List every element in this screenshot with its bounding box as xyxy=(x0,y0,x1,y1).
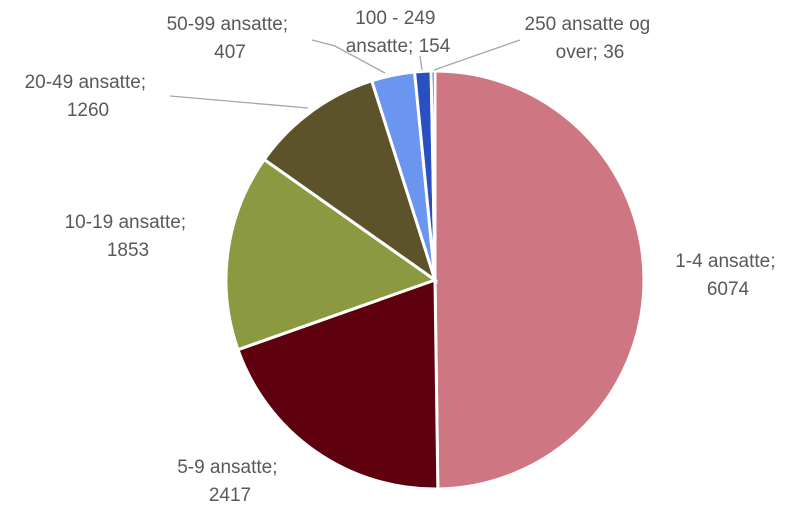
data-label: 100 - 249 ansatte; 154 xyxy=(346,8,451,57)
pie-slice xyxy=(433,69,646,491)
data-label: 20-49 ansatte; 1260 xyxy=(25,72,152,121)
data-label: 5-9 ansatte; 2417 xyxy=(177,457,283,506)
leader-line xyxy=(433,39,521,71)
leader-line xyxy=(311,39,386,74)
pie-slice xyxy=(262,78,438,284)
pie-slice xyxy=(224,157,439,352)
leader-line xyxy=(169,95,309,109)
data-label: 10-19 ansatte; 1853 xyxy=(65,212,192,261)
data-label: 1-4 ansatte; 6074 xyxy=(675,251,781,300)
pie-slice xyxy=(429,69,437,281)
data-label: 250 ansatte og over; 36 xyxy=(525,14,656,63)
data-label: 50-99 ansatte; 407 xyxy=(167,14,294,63)
leader-line xyxy=(419,55,423,71)
